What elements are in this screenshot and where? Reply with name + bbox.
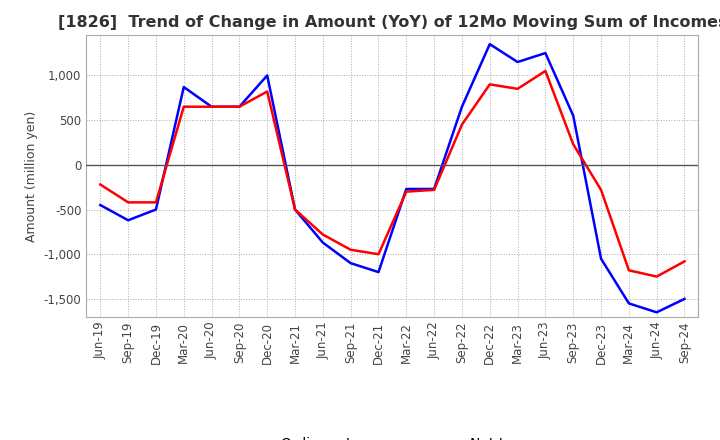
Ordinary Income [179, 84, 188, 90]
Net Income [124, 200, 132, 205]
Net Income [96, 182, 104, 187]
Ordinary Income [597, 256, 606, 261]
Ordinary Income [430, 186, 438, 191]
Net Income [179, 104, 188, 110]
Line: Ordinary Income: Ordinary Income [100, 44, 685, 312]
Net Income [291, 207, 300, 212]
Net Income [485, 82, 494, 87]
Legend: Ordinary Income, Net Income: Ordinary Income, Net Income [230, 431, 555, 440]
Ordinary Income [318, 240, 327, 245]
Net Income [541, 68, 550, 73]
Ordinary Income [152, 207, 161, 212]
Title: [1826]  Trend of Change in Amount (YoY) of 12Mo Moving Sum of Incomes: [1826] Trend of Change in Amount (YoY) o… [58, 15, 720, 30]
Net Income [235, 104, 243, 110]
Net Income [207, 104, 216, 110]
Ordinary Income [652, 310, 661, 315]
Net Income [624, 268, 633, 273]
Net Income [263, 89, 271, 94]
Y-axis label: Amount (million yen): Amount (million yen) [25, 110, 38, 242]
Net Income [680, 259, 689, 264]
Ordinary Income [680, 296, 689, 301]
Ordinary Income [207, 104, 216, 110]
Ordinary Income [346, 260, 355, 266]
Ordinary Income [402, 186, 410, 191]
Net Income [152, 200, 161, 205]
Ordinary Income [235, 104, 243, 110]
Net Income [430, 187, 438, 192]
Ordinary Income [569, 113, 577, 118]
Net Income [652, 274, 661, 279]
Ordinary Income [513, 59, 522, 65]
Net Income [513, 86, 522, 92]
Net Income [346, 247, 355, 253]
Ordinary Income [291, 207, 300, 212]
Ordinary Income [458, 104, 467, 110]
Ordinary Income [485, 41, 494, 47]
Ordinary Income [541, 51, 550, 56]
Ordinary Income [124, 218, 132, 223]
Line: Net Income: Net Income [100, 71, 685, 277]
Ordinary Income [624, 301, 633, 306]
Net Income [597, 187, 606, 192]
Net Income [569, 142, 577, 147]
Net Income [458, 122, 467, 127]
Net Income [318, 232, 327, 237]
Ordinary Income [374, 269, 383, 275]
Ordinary Income [263, 73, 271, 78]
Net Income [402, 189, 410, 194]
Ordinary Income [96, 202, 104, 208]
Net Income [374, 252, 383, 257]
